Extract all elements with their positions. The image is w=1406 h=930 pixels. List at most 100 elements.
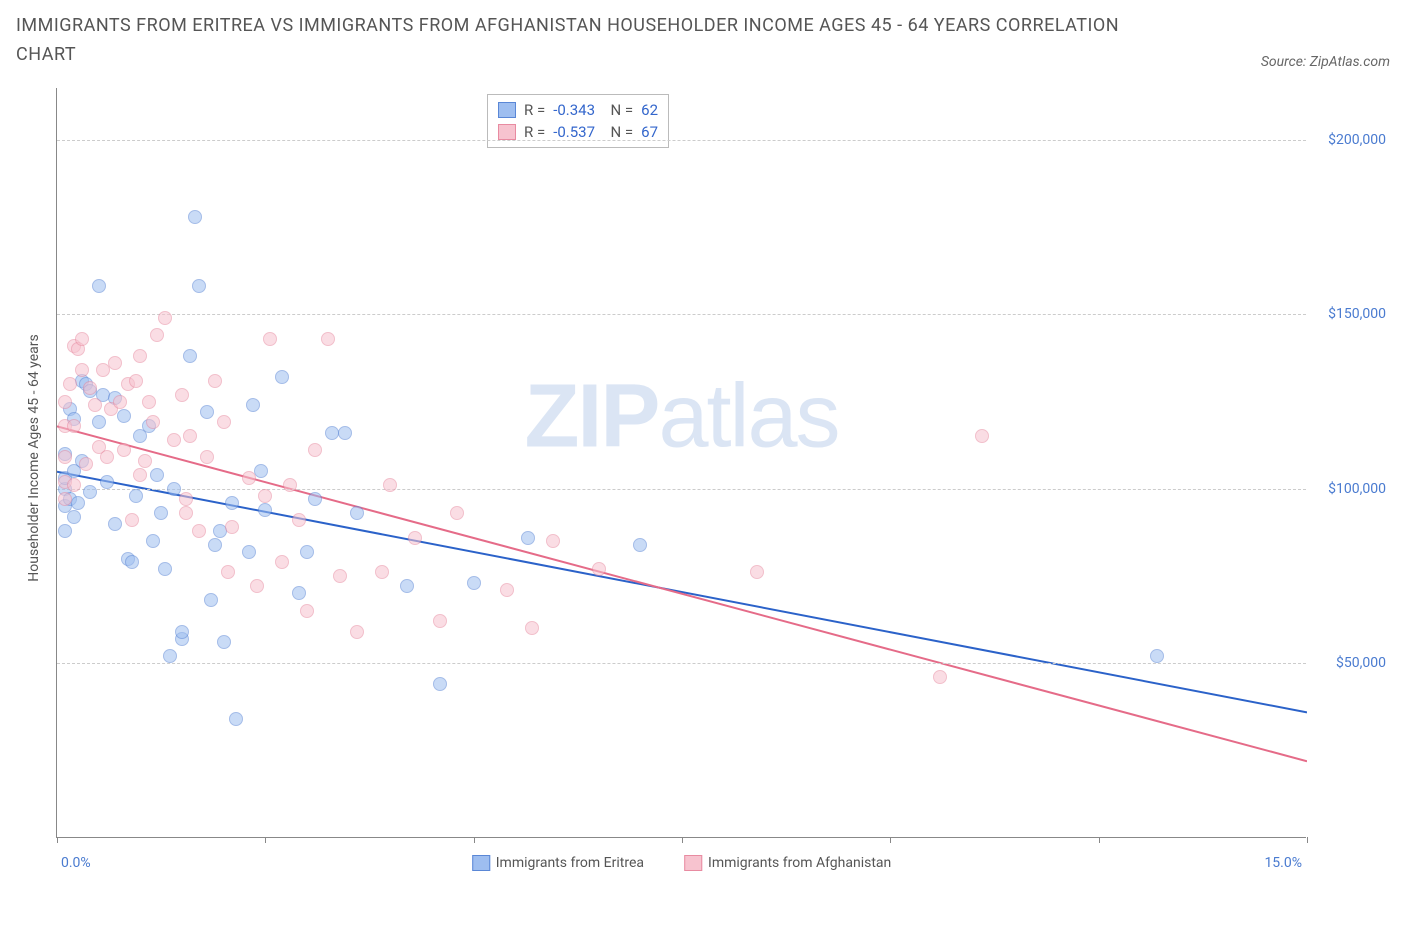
point-afghanistan	[258, 489, 272, 503]
x-tick-first: 0.0%	[61, 855, 91, 871]
swatch-afghanistan	[498, 124, 516, 140]
point-afghanistan	[242, 471, 256, 485]
point-eritrea	[175, 625, 189, 639]
point-eritrea	[192, 279, 206, 293]
point-afghanistan	[975, 429, 989, 443]
point-afghanistan	[67, 419, 81, 433]
point-eritrea	[275, 370, 289, 384]
point-afghanistan	[350, 625, 364, 639]
point-eritrea	[338, 426, 352, 440]
point-eritrea	[1150, 649, 1164, 663]
point-afghanistan	[321, 332, 335, 346]
point-afghanistan	[275, 555, 289, 569]
point-afghanistan	[158, 311, 172, 325]
gridline	[57, 140, 1306, 141]
point-afghanistan	[383, 478, 397, 492]
y-tick-label: $200,000	[1311, 132, 1386, 148]
point-eritrea	[58, 524, 72, 538]
point-afghanistan	[113, 395, 127, 409]
r-value-eritrea: -0.343	[553, 101, 595, 119]
point-afghanistan	[167, 433, 181, 447]
x-tick	[57, 837, 58, 843]
legend-swatch-eritrea	[472, 855, 490, 871]
watermark-bold: ZIP	[524, 367, 658, 467]
point-eritrea	[350, 506, 364, 520]
point-afghanistan	[263, 332, 277, 346]
legend-item-afghanistan: Immigrants from Afghanistan	[684, 855, 891, 871]
point-eritrea	[242, 545, 256, 559]
r-value-afghanistan: -0.537	[553, 123, 595, 141]
point-afghanistan	[117, 443, 131, 457]
chart-container: Householder Income Ages 45 - 64 years ZI…	[16, 78, 1390, 898]
x-tick	[682, 837, 683, 843]
point-afghanistan	[133, 468, 147, 482]
point-eritrea	[308, 492, 322, 506]
point-eritrea	[108, 517, 122, 531]
plot-area: ZIPatlas R = -0.343 N = 62 R = -0.537 N …	[56, 88, 1306, 838]
point-afghanistan	[58, 492, 72, 506]
r-label: R =	[524, 101, 545, 119]
point-afghanistan	[125, 513, 139, 527]
point-eritrea	[225, 496, 239, 510]
point-eritrea	[229, 712, 243, 726]
point-afghanistan	[546, 534, 560, 548]
point-afghanistan	[225, 520, 239, 534]
point-afghanistan	[192, 524, 206, 538]
point-eritrea	[633, 538, 647, 552]
n-value-eritrea: 62	[641, 101, 658, 119]
x-tick	[265, 837, 266, 843]
x-tick	[474, 837, 475, 843]
point-eritrea	[258, 503, 272, 517]
point-afghanistan	[250, 579, 264, 593]
legend-label-eritrea: Immigrants from Eritrea	[496, 855, 644, 871]
point-eritrea	[188, 210, 202, 224]
point-eritrea	[400, 579, 414, 593]
gridline	[57, 489, 1306, 490]
point-afghanistan	[333, 569, 347, 583]
legend-label-afghanistan: Immigrants from Afghanistan	[708, 855, 891, 871]
point-eritrea	[167, 482, 181, 496]
point-afghanistan	[175, 388, 189, 402]
point-afghanistan	[67, 478, 81, 492]
point-afghanistan	[75, 332, 89, 346]
point-afghanistan	[292, 513, 306, 527]
chart-title: IMMIGRANTS FROM ERITREA VS IMMIGRANTS FR…	[16, 12, 1136, 70]
point-eritrea	[83, 485, 97, 499]
point-afghanistan	[208, 374, 222, 388]
x-tick	[1307, 837, 1308, 843]
n-value-afghanistan: 67	[641, 123, 658, 141]
point-eritrea	[254, 464, 268, 478]
point-afghanistan	[375, 565, 389, 579]
point-afghanistan	[79, 457, 93, 471]
y-axis-label: Householder Income Ages 45 - 64 years	[26, 334, 42, 581]
point-afghanistan	[500, 583, 514, 597]
point-eritrea	[163, 649, 177, 663]
point-eritrea	[100, 475, 114, 489]
point-afghanistan	[200, 450, 214, 464]
y-tick-label: $100,000	[1311, 481, 1386, 497]
point-afghanistan	[450, 506, 464, 520]
point-afghanistan	[179, 492, 193, 506]
point-afghanistan	[88, 398, 102, 412]
point-afghanistan	[408, 531, 422, 545]
point-afghanistan	[63, 377, 77, 391]
point-afghanistan	[300, 604, 314, 618]
n-label: N =	[603, 101, 633, 119]
point-eritrea	[183, 349, 197, 363]
point-eritrea	[467, 576, 481, 590]
point-afghanistan	[750, 565, 764, 579]
point-eritrea	[300, 545, 314, 559]
point-afghanistan	[525, 621, 539, 635]
point-eritrea	[150, 468, 164, 482]
x-tick-last: 15.0%	[1264, 855, 1302, 871]
point-eritrea	[433, 677, 447, 691]
point-afghanistan	[283, 478, 297, 492]
point-afghanistan	[217, 415, 231, 429]
point-eritrea	[71, 496, 85, 510]
gridline	[57, 314, 1306, 315]
regression-line	[57, 471, 1307, 712]
stats-row-eritrea: R = -0.343 N = 62	[498, 99, 658, 121]
point-afghanistan	[138, 454, 152, 468]
point-eritrea	[146, 534, 160, 548]
point-eritrea	[217, 635, 231, 649]
